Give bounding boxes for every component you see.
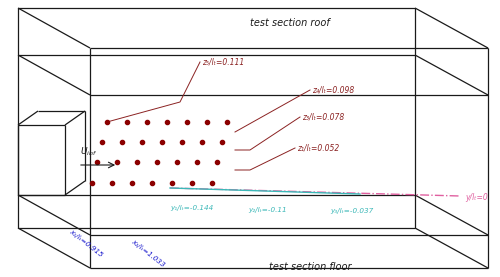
Text: z₅/lₜ=0.111: z₅/lₜ=0.111 <box>202 58 244 66</box>
Text: y₃/lₜ=-0.037: y₃/lₜ=-0.037 <box>330 208 373 214</box>
Text: $U_{inf}$: $U_{inf}$ <box>80 145 98 158</box>
Text: z₁/lₜ=0.052: z₁/lₜ=0.052 <box>297 143 339 153</box>
Text: z₃/lₜ=0.078: z₃/lₜ=0.078 <box>302 112 344 122</box>
Text: test section roof: test section roof <box>250 18 330 28</box>
Text: y/lₜ=0: y/lₜ=0 <box>465 194 488 202</box>
Text: test section floor: test section floor <box>269 262 351 272</box>
Text: z₄/lₜ=0.098: z₄/lₜ=0.098 <box>312 86 354 94</box>
Text: x₁/lₜ=0.915: x₁/lₜ=0.915 <box>68 228 104 258</box>
Text: y₂/lₜ=-0.11: y₂/lₜ=-0.11 <box>248 207 286 213</box>
Text: x₂/lₜ=1.033: x₂/lₜ=1.033 <box>130 238 166 268</box>
Text: y₁/lₜ=-0.144: y₁/lₜ=-0.144 <box>170 205 213 211</box>
